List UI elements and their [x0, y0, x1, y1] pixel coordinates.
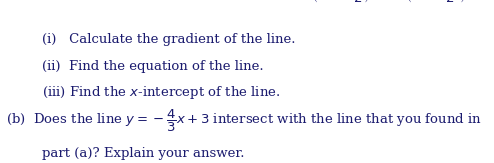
Text: (iii) Find the $x$-intercept of the line.: (iii) Find the $x$-intercept of the line… [42, 84, 281, 101]
Text: (a)  A straight line passes through the points $\left(3,\ -\dfrac{5}{2}\right)$ : (a) A straight line passes through the p… [6, 0, 472, 5]
Text: (ii)  Find the equation of the line.: (ii) Find the equation of the line. [42, 60, 264, 73]
Text: (i)   Calculate the gradient of the line.: (i) Calculate the gradient of the line. [42, 33, 295, 46]
Text: (b)  Does the line $y = -\dfrac{4}{3}x + 3$ intersect with the line that you fou: (b) Does the line $y = -\dfrac{4}{3}x + … [6, 108, 482, 134]
Text: part (a)? Explain your answer.: part (a)? Explain your answer. [42, 147, 245, 160]
